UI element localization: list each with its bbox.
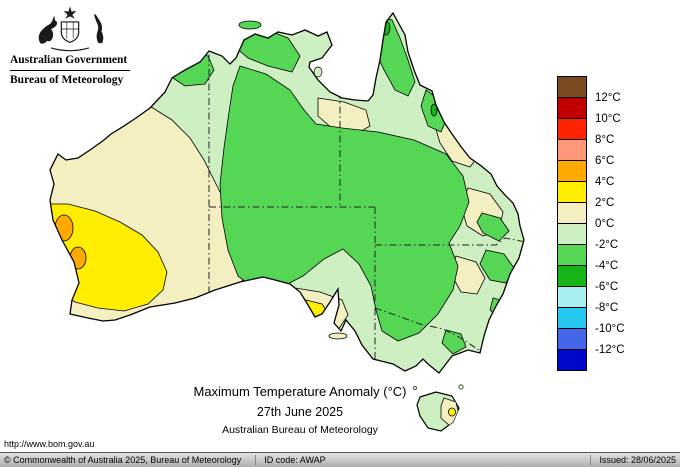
anomaly-region-vic-green: [441, 329, 467, 355]
kangaroo-island: [328, 332, 348, 340]
mainland-coastline: [49, 11, 525, 374]
anomaly-region-darkgreen-2: [430, 103, 438, 117]
legend-label: 2°C: [595, 197, 615, 209]
issued-text: Issued: 28/06/2025: [590, 455, 676, 465]
legend-cell: [557, 202, 587, 224]
coat-of-arms-icon: [38, 6, 104, 52]
star-icon: [63, 6, 77, 19]
map-source: Australian Bureau of Meteorology: [222, 424, 378, 436]
bom-url: http://www.bom.gov.au: [4, 439, 95, 449]
kangaroo-icon: [38, 15, 58, 44]
anomaly-region-tas-yellow: [448, 407, 456, 417]
footer-bar: © Commonwealth of Australia 2025, Bureau…: [0, 452, 680, 467]
state-borders: [208, 40, 524, 362]
legend-label: -8°C: [595, 302, 619, 314]
melville-island: [238, 20, 262, 30]
legend-cell: [557, 244, 587, 266]
legend-cell: [557, 181, 587, 203]
king-island: [412, 385, 418, 391]
legend-label: -10°C: [595, 323, 625, 335]
legend-label: 8°C: [595, 134, 615, 146]
legend-label: 6°C: [595, 155, 615, 167]
legend-cell: [557, 265, 587, 287]
legend-cell: [557, 349, 587, 371]
shield-cross-lines: [61, 21, 79, 39]
anomaly-region-nsw-green-1: [479, 249, 515, 284]
shield-icon: [60, 21, 80, 44]
anomaly-region-nsw-green-2: [489, 297, 514, 322]
government-title: Australian Government: [10, 54, 128, 66]
anomaly-region-seqld-green: [476, 212, 510, 242]
anomaly-region-central-green: [219, 65, 470, 342]
legend-label: 12°C: [595, 92, 621, 104]
legend-cell: [557, 286, 587, 308]
map-title: Maximum Temperature Anomaly (°C): [193, 384, 407, 399]
map-titles: Maximum Temperature Anomaly (°C) 27th Ju…: [55, 384, 545, 436]
flinders-island: [458, 384, 464, 390]
anomaly-region-capeyork-cream: [346, 41, 376, 91]
legend-cell: [557, 139, 587, 161]
groote-island: [313, 66, 323, 78]
legend-cell: [557, 118, 587, 140]
legend-cell: [557, 97, 587, 119]
legend-cell: [557, 160, 587, 182]
logo-divider: [10, 70, 130, 71]
bureau-title: Bureau of Meteorology: [10, 74, 124, 86]
legend-cell: [557, 307, 587, 329]
map-date: 27th June 2025: [256, 405, 344, 419]
legend: 12°C 10°C 8°C 6°C 4°C 2°C 0°C -2°C -4°C -6°C -8°C -…: [557, 76, 677, 371]
id-code-text: ID code: AWAP: [255, 455, 326, 465]
emu-icon: [94, 14, 104, 44]
scroll-icon: [50, 47, 90, 52]
legend-label: 4°C: [595, 176, 615, 188]
copyright-text: © Commonwealth of Australia 2025, Bureau…: [4, 455, 242, 465]
government-logo-block: Australian Government Bureau of Meteorol…: [10, 4, 130, 87]
legend-cell: [557, 223, 587, 245]
legend-label: -12°C: [595, 344, 625, 356]
anomaly-region-wa-orange-1: [54, 214, 74, 242]
legend-label: -4°C: [595, 260, 619, 272]
legend-cell: [557, 76, 587, 98]
legend-label: 10°C: [595, 113, 621, 125]
legend-cell: [557, 328, 587, 350]
legend-label: -6°C: [595, 281, 619, 293]
legend-cells: 12°C 10°C 8°C 6°C 4°C 2°C 0°C -2°C -4°C -6°C -8°C -…: [557, 76, 677, 371]
legend-label: 0°C: [595, 218, 615, 230]
legend-label: -2°C: [595, 239, 619, 251]
